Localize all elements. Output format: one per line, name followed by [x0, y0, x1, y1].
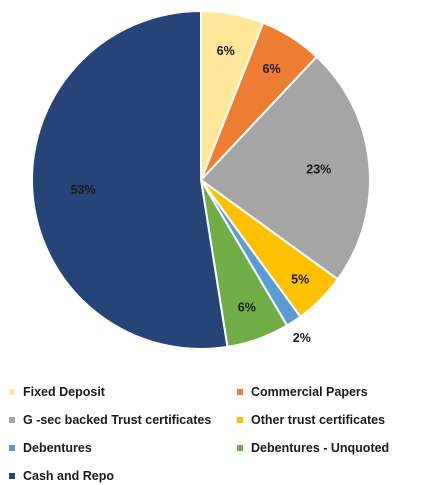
legend-item-debentures-unquoted: Debentures - Unquoted [236, 439, 418, 457]
legend-label: G -sec backed Trust certificates [23, 413, 212, 427]
legend-item-other-trust-certificates: Other trust certificates [236, 411, 418, 429]
data-label-commercial-papers: 6% [263, 62, 281, 76]
legend-label: Debentures [23, 441, 92, 455]
legend-swatch [9, 389, 15, 395]
legend-swatch [237, 417, 243, 423]
data-label-cash-and-repo: 53% [71, 183, 96, 197]
data-label-other-trust-certificates: 5% [291, 273, 309, 287]
legend-label: Fixed Deposit [23, 385, 105, 399]
legend-swatch [237, 389, 243, 395]
pie-slice-g-sec-backed-trust-certificates [199, 55, 372, 281]
data-label-fixed-deposit: 6% [217, 44, 235, 58]
chart-legend: Fixed Deposit Commercial Papers G -sec bac… [8, 383, 418, 485]
legend-swatch [237, 445, 243, 451]
data-label-debentures: 2% [293, 331, 311, 345]
data-label-g-sec-backed-trust-certificates: 23% [306, 162, 331, 176]
legend-item-g-sec-backed-trust-certificates: G -sec backed Trust certificates [8, 411, 236, 429]
legend-swatch [9, 445, 15, 451]
data-label-debentures-unquoted: 6% [238, 301, 256, 315]
legend-swatch [9, 417, 15, 423]
legend-item-commercial-papers: Commercial Papers [236, 383, 418, 401]
legend-item-cash-and-repo: Cash and Repo [8, 467, 236, 485]
pie-slice-cash-and-repo [31, 9, 229, 350]
pie-plot-area: 6% 6% 23% 5% 2% 6% 53% [31, 9, 372, 350]
legend-item-fixed-deposit: Fixed Deposit [8, 383, 236, 401]
legend-item-debentures: Debentures [8, 439, 236, 457]
legend-label: Other trust certificates [251, 413, 386, 427]
legend-label: Cash and Repo [23, 469, 114, 483]
legend-label: Debentures - Unquoted [251, 441, 390, 455]
legend-swatch [9, 473, 15, 479]
legend-label: Commercial Papers [251, 385, 368, 399]
